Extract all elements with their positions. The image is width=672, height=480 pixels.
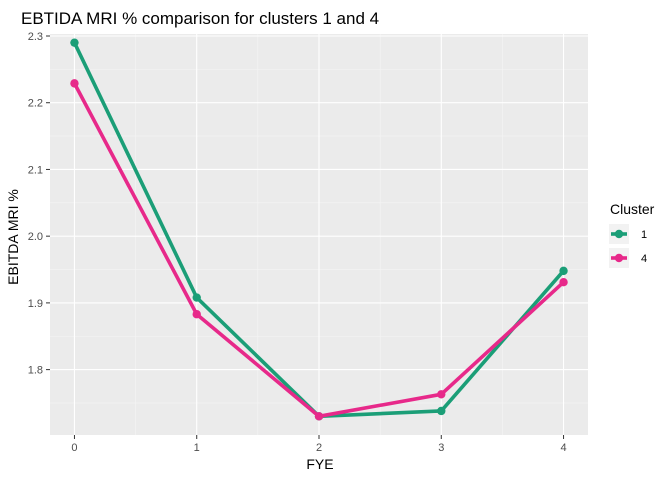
y-tick-label: 1.9 — [28, 298, 43, 310]
y-tick-label: 2.2 — [28, 98, 43, 110]
major-gridlines — [50, 34, 588, 435]
y-tick-label: 2.0 — [28, 231, 43, 243]
data-point-series-4 — [559, 278, 568, 287]
y-tick-label: 2.1 — [28, 164, 43, 176]
legend-key-point — [614, 253, 624, 263]
y-axis-title: EBITDA MRI % — [5, 189, 21, 285]
x-tick-label: 0 — [71, 442, 77, 454]
legend-key-1 — [609, 224, 629, 244]
x-tick-label: 2 — [316, 442, 322, 454]
legend-title: Cluster — [610, 201, 655, 217]
x-axis-title: FYE — [306, 456, 333, 472]
data-point-series-4 — [314, 412, 324, 421]
data-point-series-1 — [192, 293, 201, 302]
y-axis-ticks: 1.8 1.9 2.0 2.1 2.2 2.3 — [28, 31, 50, 377]
y-tick-label: 2.3 — [28, 31, 43, 43]
data-point-series-4 — [437, 390, 446, 399]
data-point-series-4 — [70, 79, 79, 88]
legend-key-4 — [609, 248, 629, 268]
x-axis-ticks: 0 1 2 3 4 — [71, 435, 567, 454]
data-point-series-1 — [437, 406, 446, 416]
x-tick-label: 4 — [560, 442, 566, 454]
legend-label: 1 — [641, 229, 647, 241]
legend-key-point — [614, 229, 624, 239]
data-point-series-4 — [192, 310, 201, 319]
chart-title: EBTIDA MRI % comparison for clusters 1 a… — [21, 9, 379, 28]
legend-label: 4 — [641, 253, 647, 265]
x-tick-label: 3 — [438, 442, 444, 454]
series-layer — [70, 38, 568, 421]
legend: Cluster 1 4 — [609, 201, 655, 268]
x-tick-label: 1 — [194, 442, 200, 454]
y-tick-label: 1.8 — [28, 365, 43, 377]
data-point-series-1 — [559, 266, 568, 276]
data-point-series-1 — [70, 38, 79, 47]
